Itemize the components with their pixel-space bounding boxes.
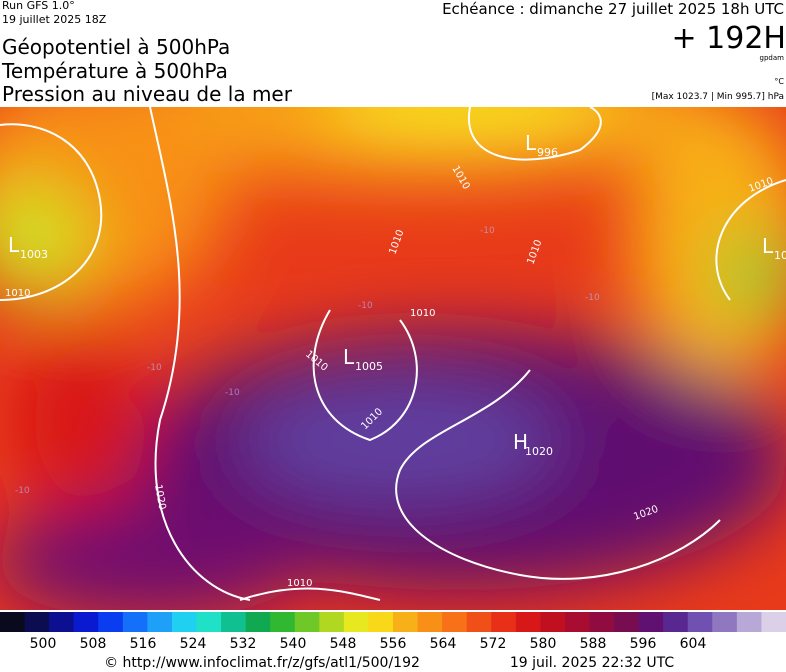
colorbar-swatch (393, 612, 419, 632)
colorbar-swatch (49, 612, 75, 632)
colorbar-tick-label: 516 (130, 636, 157, 652)
center-value: 1005 (355, 360, 383, 373)
colorbar-tick-label: 588 (580, 636, 607, 652)
field-title: Température à 500hPa (1, 59, 228, 83)
colorbar-swatch (0, 612, 26, 632)
colorbar-tick-label: 596 (630, 636, 657, 652)
colorbar-swatch (270, 612, 296, 632)
colorbar-swatch (466, 612, 492, 632)
colorbar-swatch (540, 612, 566, 632)
center-value: 10 (774, 249, 786, 262)
isobar-label: 1010 (287, 578, 312, 589)
colorbar-tick-label: 564 (430, 636, 457, 652)
temp-label: -10 (585, 293, 600, 303)
colorbar-swatch (122, 612, 148, 632)
colorbar-swatch (245, 612, 271, 632)
temp-label: -10 (15, 486, 30, 496)
center-letter: L (762, 234, 774, 258)
colorbar-tick-label: 580 (530, 636, 557, 652)
center-value: 1003 (20, 248, 48, 261)
timestamp: 19 juil. 2025 22:32 UTC (510, 655, 675, 671)
colorbar-swatch (417, 612, 443, 632)
temp-label: -10 (147, 363, 162, 373)
pressure-range: [Max 1023.7 | Min 995.7] hPa (652, 92, 784, 102)
colorbar-swatch (564, 612, 590, 632)
colorbar-swatch (147, 612, 173, 632)
center-letter: L (343, 345, 355, 369)
colorbar-swatch (319, 612, 345, 632)
center-letter: H (513, 430, 528, 454)
field-title: Géopotentiel à 500hPa (2, 35, 230, 59)
colorbar-swatch (73, 612, 99, 632)
colorbar-swatch (442, 612, 468, 632)
colorbar-swatch (294, 612, 320, 632)
isobar-label: 1010 (410, 308, 435, 319)
colorbar-swatch (98, 612, 124, 632)
valid-time: Echéance : dimanche 27 juillet 2025 18h … (442, 0, 784, 18)
colorbar-swatch (638, 612, 664, 632)
colorbar-swatch (712, 612, 738, 632)
colorbar-swatch (736, 612, 762, 632)
colorbar-swatch (343, 612, 369, 632)
colorbar-swatch (24, 612, 50, 632)
colorbar-tick-label: 524 (180, 636, 207, 652)
colorbar-swatch (221, 612, 247, 632)
colorbar-tick-label: 604 (680, 636, 707, 652)
center-value: 1020 (525, 445, 553, 458)
colorbar-swatch (614, 612, 640, 632)
center-letter: L (8, 233, 20, 257)
colorbar-swatch (196, 612, 222, 632)
run-date: 19 juillet 2025 18Z (2, 13, 107, 26)
temp-label: -10 (225, 388, 240, 398)
colorbar-swatch (515, 612, 541, 632)
colorbar-tick-label: 540 (280, 636, 307, 652)
isobar-label: 1010 (5, 288, 30, 299)
temp-label: -10 (358, 301, 373, 311)
field-title: Pression au niveau de la mer (2, 82, 293, 106)
colorbar-tick-label: 572 (480, 636, 507, 652)
colorbar-swatch (491, 612, 517, 632)
colorbar-tick-label: 532 (230, 636, 257, 652)
unit-geo: gpdam (760, 54, 785, 62)
unit-temp: °C (774, 77, 784, 86)
run: Run GFS 1.0° (2, 0, 75, 12)
source-url: © http://www.infoclimat.fr/z/gfs/atl1/50… (104, 655, 420, 671)
colorbar-tick-label: 548 (330, 636, 357, 652)
isobar-label: 1020 (152, 484, 167, 511)
lead-time: + 192H (672, 21, 786, 56)
isobars (0, 107, 786, 601)
colorbar-swatch (663, 612, 689, 632)
colorbar-swatch (589, 612, 615, 632)
colorbar-swatch (687, 612, 713, 632)
colorbar: 500 508 516 524 532 540 548 556 564 572 580 588 596 6… (0, 612, 786, 652)
colorbar-swatch (761, 612, 786, 632)
center-letter: L (525, 131, 537, 155)
temp-label: -10 (480, 226, 495, 236)
colorbar-swatch (368, 612, 394, 632)
colorbar-tick-label: 508 (80, 636, 107, 652)
colorbar-tick-label: 556 (380, 636, 407, 652)
colorbar-tick-label: 500 (30, 636, 57, 652)
map (0, 107, 786, 610)
colorbar-swatch (171, 612, 197, 632)
center-value: 996 (537, 146, 558, 159)
